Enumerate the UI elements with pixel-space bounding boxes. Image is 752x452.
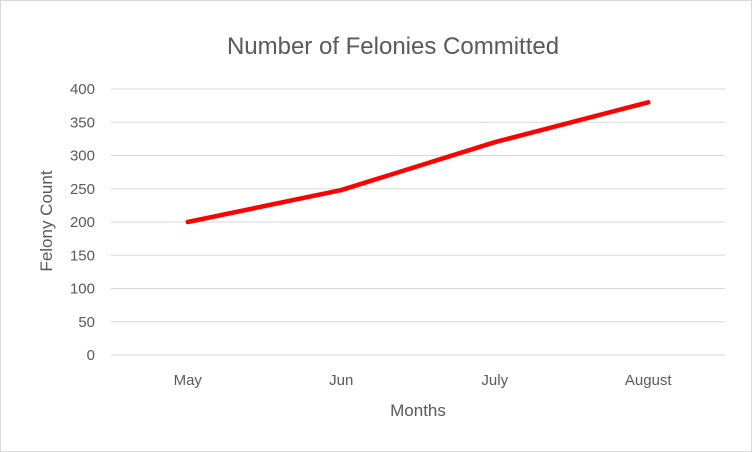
y-axis-title: Felony Count xyxy=(37,170,56,271)
x-axis-tick-labels: May Jun July August xyxy=(174,372,673,389)
y-axis-tick-labels: 0 50 100 150 200 250 300 350 400 xyxy=(70,81,95,364)
x-axis-title: Months xyxy=(390,401,446,420)
y-tick-label: 150 xyxy=(70,247,95,264)
y-tick-label: 250 xyxy=(70,181,95,198)
y-tick-label: 300 xyxy=(70,148,95,165)
y-tick-label: 200 xyxy=(70,214,95,231)
y-tick-label: 100 xyxy=(70,281,95,298)
x-tick-label: July xyxy=(481,372,508,389)
series-layer xyxy=(185,100,651,225)
x-tick-label: May xyxy=(174,372,203,389)
y-tick-label: 50 xyxy=(78,314,95,331)
x-tick-label: Jun xyxy=(329,372,353,389)
y-tick-label: 0 xyxy=(87,347,95,364)
x-tick-label: August xyxy=(625,372,673,389)
y-tick-label: 400 xyxy=(70,81,95,98)
gridlines xyxy=(111,88,725,356)
series-line-0 xyxy=(185,100,651,225)
chart-title: Number of Felonies Committed xyxy=(227,33,559,60)
y-tick-label: 350 xyxy=(70,114,95,131)
